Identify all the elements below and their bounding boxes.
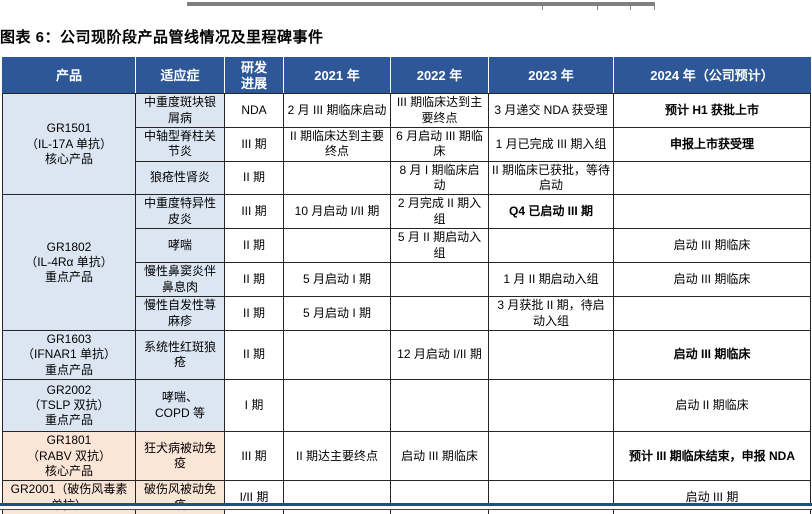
cell-2023 — [488, 431, 614, 482]
cell-2021 — [283, 379, 391, 433]
indication-cell: 系统性红斑狼疮 — [135, 330, 225, 381]
table-row: GR1801 （RABV 双抗） 核心产品 狂犬病被动免疫 III 期 II 期… — [2, 431, 811, 482]
indication-cell: 狼疮性肾炎 — [135, 160, 225, 196]
cell-2022 — [390, 262, 489, 298]
product-cell-gr2002: GR2002 （TSLP 双抗） 重点产品 — [2, 379, 136, 433]
product-cell-gr1603: GR1603 （IFNAR1 单抗） 重点产品 — [2, 330, 136, 381]
cell-2024 — [613, 296, 811, 332]
cell-2022: 2 月完成 II 期入组 — [390, 194, 489, 230]
rule-tick — [597, 6, 598, 10]
cell-2024: 启动 III 期临床 — [613, 330, 811, 381]
cell-2023 — [488, 228, 614, 264]
indication-cell: 中轴型脊柱关节炎 — [135, 126, 225, 162]
header-2024: 2024 年（公司预计） — [613, 56, 811, 95]
product-cell-gr1501: GR1501 （IL-17A 单抗） 核心产品 — [2, 93, 136, 196]
cell-2023 — [488, 330, 614, 381]
cell-2023: Q4 已启动 III 期 — [488, 194, 614, 230]
table-row: 狼疮性肾炎 II 期 8 月 I 期临床启动 II 期临床已获批，等待启动 — [3, 160, 811, 196]
indication-cell: 中重度特异性皮炎 — [135, 194, 225, 230]
product-cell-gr1801: GR1801 （RABV 双抗） 核心产品 — [2, 431, 136, 482]
header-phase: 研发 进展 — [224, 56, 284, 95]
cell-2024: 启动 II 期临床 — [613, 379, 811, 433]
indication-cell: 哮喘 — [135, 228, 225, 264]
cell-2022 — [390, 379, 489, 433]
phase-cell: II 期 — [224, 296, 284, 332]
rule-tick — [630, 6, 631, 10]
cell-2021: II 期达主要终点 — [283, 431, 391, 482]
cell-2021 — [283, 330, 391, 381]
indication-cell: 狂犬病被动免疫 — [135, 431, 225, 482]
table-row: GR1802 （IL-4Rα 单抗） 重点产品 中重度特异性皮炎 III 期 1… — [2, 194, 811, 332]
phase-cell: I 期 — [224, 379, 284, 433]
section-bottom-rule — [0, 503, 812, 512]
phase-cell: III 期 — [224, 431, 284, 482]
cell-2023 — [488, 379, 614, 433]
cell-2024: 预计 III 期临床结束，申报 NDA — [613, 431, 811, 482]
cell-2024: 预计 H1 获批上市 — [613, 93, 811, 128]
cell-2023: 3 月递交 NDA 获受理 — [488, 93, 614, 128]
indication-cell: 慢性自发性荨麻疹 — [135, 296, 225, 332]
cell-2024: 启动 III 期临床 — [613, 228, 811, 264]
cell-2022: III 期临床达到主要终点 — [390, 93, 489, 128]
header-product: 产品 — [2, 56, 136, 95]
header-indication: 适应症 — [135, 56, 225, 95]
cell-2023: II 期临床已获批，等待启动 — [488, 160, 614, 196]
table-row: GR2002 （TSLP 双抗） 重点产品 哮喘、 COPD 等 I 期 启动 … — [2, 379, 811, 433]
cell-2021 — [283, 228, 391, 264]
indication-cell: 哮喘、 COPD 等 — [135, 379, 225, 433]
cell-2022: 5 月 II 期启动入组 — [390, 228, 489, 264]
product-cell-gr1802: GR1802 （IL-4Rα 单抗） 重点产品 — [2, 194, 136, 332]
indication-cell: 慢性鼻窦炎伴鼻息肉 — [135, 262, 225, 298]
cell-2021 — [283, 160, 391, 196]
cell-2021: 5 月启动 I 期 — [283, 296, 391, 332]
cell-2023: 1 月已完成 III 期入组 — [488, 126, 614, 162]
cell-2024 — [613, 194, 811, 230]
table-row: GR1501 （IL-17A 单抗） 核心产品 中重度斑块银屑病 NDA 2 月… — [2, 93, 811, 196]
phase-cell: III 期 — [224, 126, 284, 162]
header-2022: 2022 年 — [390, 56, 489, 95]
header-row: 产品 适应症 研发 进展 2021 年 2022 年 2023 年 2024 年… — [2, 56, 811, 95]
cell-2021: 10 月启动 I/II 期 — [283, 194, 391, 230]
header-2023: 2023 年 — [488, 56, 614, 95]
phase-cell: II 期 — [224, 160, 284, 196]
cell-2023: 1 月 II 期启动入组 — [488, 262, 614, 298]
rule-tick — [654, 6, 655, 10]
table-row: 慢性自发性荨麻疹 II 期 5 月启动 I 期 3 月获批 II 期，待启动入组 — [3, 296, 811, 332]
header-2021: 2021 年 — [283, 56, 391, 95]
cropped-table-rule — [187, 2, 655, 6]
cell-2022 — [390, 296, 489, 332]
table-row: GR1603 （IFNAR1 单抗） 重点产品 系统性红斑狼疮 II 期 12 … — [2, 330, 811, 381]
cell-2021: 5 月启动 I 期 — [283, 262, 391, 298]
cell-2021: II 期临床达到主要终点 — [283, 126, 391, 162]
indication-cell: 中重度斑块银屑病 — [135, 93, 225, 128]
phase-cell: II 期 — [224, 330, 284, 381]
cell-2022: 启动 III 期临床 — [390, 431, 489, 482]
phase-cell: II 期 — [224, 262, 284, 298]
cell-2024: 申报上市获受理 — [613, 126, 811, 162]
cell-2023: 3 月获批 II 期，待启动入组 — [488, 296, 614, 332]
rule-tick — [542, 6, 543, 10]
figure-title: 图表 6：公司现阶段产品管线情况及里程碑事件 — [0, 29, 324, 46]
phase-cell: III 期 — [224, 194, 284, 230]
cell-2022: 6 月启动 III 期临床 — [390, 126, 489, 162]
phase-cell: II 期 — [224, 228, 284, 264]
cell-2021: 2 月 III 期临床启动 — [283, 93, 391, 128]
cell-2022: 12 月启动 I/II 期 — [390, 330, 489, 381]
pipeline-table: 产品 适应症 研发 进展 2021 年 2022 年 2023 年 2024 年… — [2, 56, 811, 514]
cell-2024 — [613, 160, 811, 196]
phase-cell: NDA — [224, 93, 284, 128]
table-row: 哮喘 II 期 5 月 II 期启动入组 启动 III 期临床 — [3, 228, 811, 264]
cell-2024: 启动 III 期临床 — [613, 262, 811, 298]
cell-2022: 8 月 I 期临床启动 — [390, 160, 489, 196]
